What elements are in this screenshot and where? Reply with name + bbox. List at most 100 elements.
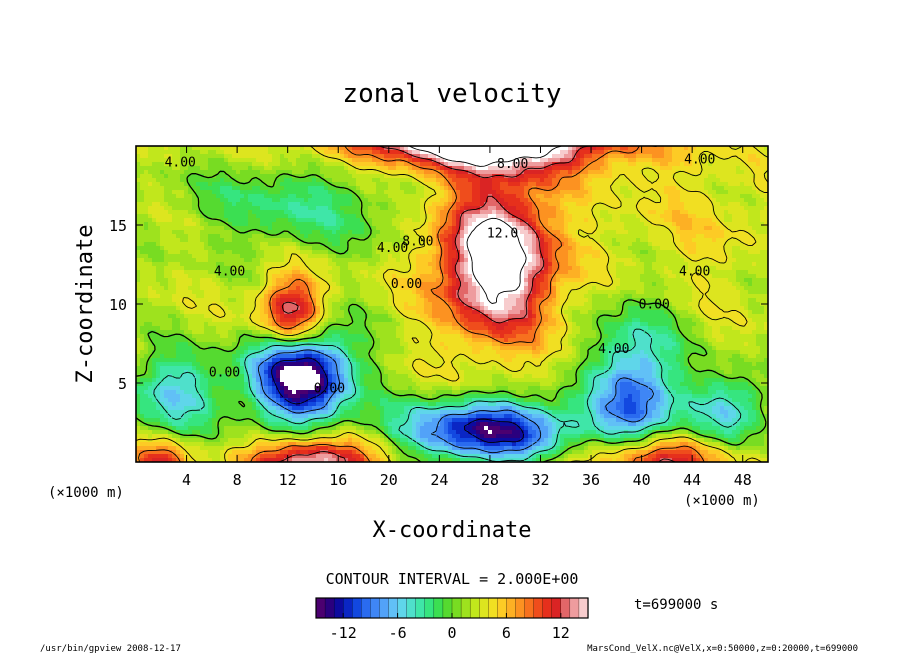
- heatmap-cell: [660, 234, 665, 239]
- heatmap-cell: [216, 202, 221, 207]
- heatmap-cell: [540, 146, 545, 151]
- heatmap-cell: [308, 206, 313, 211]
- heatmap-cell: [308, 170, 313, 175]
- heatmap-cell: [576, 150, 581, 155]
- heatmap-cell: [444, 270, 449, 275]
- heatmap-cell: [440, 222, 445, 227]
- heatmap-cell: [724, 166, 729, 171]
- heatmap-cell: [760, 246, 765, 251]
- heatmap-cell: [560, 190, 565, 195]
- heatmap-cell: [452, 146, 457, 151]
- heatmap-cell: [424, 154, 429, 159]
- heatmap-cell: [664, 254, 669, 259]
- heatmap-cell: [484, 194, 489, 199]
- heatmap-cell: [756, 214, 761, 219]
- heatmap-cell: [512, 270, 517, 275]
- chart-title: zonal velocity: [342, 79, 561, 109]
- heatmap-cell: [688, 230, 693, 235]
- heatmap-cell: [232, 174, 237, 179]
- heatmap-cell: [576, 146, 581, 151]
- heatmap-cell: [372, 226, 377, 231]
- heatmap-cell: [564, 170, 569, 175]
- heatmap-cell: [644, 190, 649, 195]
- heatmap-cell: [676, 254, 681, 259]
- heatmap-cell: [524, 202, 529, 207]
- heatmap-cell: [352, 162, 357, 167]
- heatmap-cell: [228, 226, 233, 231]
- heatmap-cell: [628, 242, 633, 247]
- heatmap-cell: [556, 190, 561, 195]
- heatmap-cell: [716, 190, 721, 195]
- heatmap-cell: [360, 182, 365, 187]
- heatmap-cell: [240, 154, 245, 159]
- heatmap-cell: [420, 258, 425, 263]
- heatmap-cell: [260, 186, 265, 191]
- heatmap-cell: [248, 250, 253, 255]
- heatmap-cell: [356, 214, 361, 219]
- heatmap-cell: [608, 246, 613, 251]
- heatmap-cell: [408, 190, 413, 195]
- heatmap-cell: [460, 170, 465, 175]
- heatmap-cell: [284, 214, 289, 219]
- heatmap-cell: [628, 202, 633, 207]
- heatmap-cell: [696, 174, 701, 179]
- heatmap-cell: [620, 206, 625, 211]
- heatmap-cell: [360, 146, 365, 151]
- heatmap-cell: [188, 170, 193, 175]
- heatmap-cell: [444, 162, 449, 167]
- heatmap-cell: [156, 166, 161, 171]
- heatmap-cell: [288, 158, 293, 163]
- heatmap-cell: [548, 178, 553, 183]
- heatmap-cell: [156, 174, 161, 179]
- heatmap-cell: [284, 226, 289, 231]
- heatmap-cell: [656, 226, 661, 231]
- heatmap-cell: [552, 266, 557, 271]
- heatmap-cell: [500, 182, 505, 187]
- heatmap-cell: [184, 246, 189, 251]
- heatmap-cell: [612, 150, 617, 155]
- heatmap-cell: [188, 162, 193, 167]
- heatmap-cell: [436, 202, 441, 207]
- heatmap-cell: [432, 222, 437, 227]
- heatmap-cell: [584, 170, 589, 175]
- heatmap-cell: [732, 218, 737, 223]
- heatmap-cell: [264, 154, 269, 159]
- heatmap-cell: [692, 166, 697, 171]
- heatmap-cell: [484, 162, 489, 167]
- heatmap-cell: [740, 198, 745, 203]
- heatmap-cell: [760, 266, 765, 271]
- heatmap-cell: [440, 154, 445, 159]
- heatmap-cell: [160, 210, 165, 215]
- heatmap-cell: [352, 222, 357, 227]
- heatmap-cell: [620, 186, 625, 191]
- heatmap-cell: [152, 174, 157, 179]
- heatmap-cell: [140, 194, 145, 199]
- heatmap-cell: [252, 218, 257, 223]
- heatmap-cell: [208, 194, 213, 199]
- heatmap-cell: [344, 154, 349, 159]
- heatmap-cell: [632, 178, 637, 183]
- heatmap-cell: [676, 166, 681, 171]
- heatmap-cell: [452, 206, 457, 211]
- heatmap-cell: [616, 214, 621, 219]
- heatmap-cell: [564, 190, 569, 195]
- heatmap-cell: [200, 202, 205, 207]
- heatmap-cell: [592, 230, 597, 235]
- heatmap-cell: [728, 174, 733, 179]
- heatmap-cell: [364, 258, 369, 263]
- heatmap-cell: [548, 266, 553, 271]
- heatmap-cell: [484, 170, 489, 175]
- heatmap-cell: [680, 186, 685, 191]
- heatmap-cell: [500, 158, 505, 163]
- heatmap-cell: [228, 170, 233, 175]
- heatmap-cell: [760, 250, 765, 255]
- heatmap-cell: [368, 270, 373, 275]
- heatmap-cell: [536, 226, 541, 231]
- heatmap-cell: [364, 182, 369, 187]
- heatmap-cell: [692, 194, 697, 199]
- heatmap-cell: [480, 182, 485, 187]
- heatmap-cell: [752, 250, 757, 255]
- heatmap-cell: [212, 166, 217, 171]
- heatmap-cell: [648, 154, 653, 159]
- heatmap-cell: [564, 202, 569, 207]
